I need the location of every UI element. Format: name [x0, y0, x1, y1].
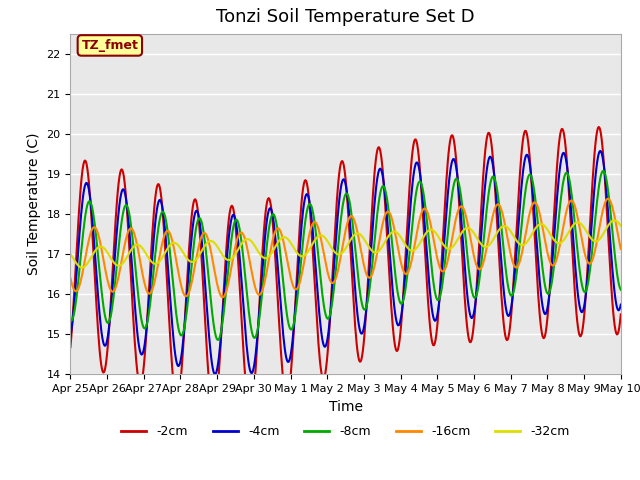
-32cm — [611, 217, 618, 223]
-32cm — [617, 223, 625, 228]
-16cm — [429, 235, 437, 240]
-8cm — [189, 250, 196, 255]
-4cm — [133, 327, 141, 333]
-2cm — [67, 344, 74, 350]
-32cm — [190, 259, 198, 264]
-16cm — [218, 294, 226, 300]
-4cm — [617, 302, 625, 308]
-8cm — [219, 318, 227, 324]
Y-axis label: Soil Temperature (C): Soil Temperature (C) — [27, 133, 41, 275]
-4cm — [67, 334, 74, 339]
-2cm — [133, 366, 141, 372]
-16cm — [219, 294, 227, 300]
-2cm — [413, 141, 421, 147]
-8cm — [133, 281, 141, 287]
-2cm — [429, 342, 437, 348]
-32cm — [219, 252, 227, 258]
Line: -4cm: -4cm — [70, 151, 621, 374]
-32cm — [77, 264, 84, 270]
-8cm — [67, 317, 74, 323]
-2cm — [77, 189, 84, 195]
-2cm — [617, 312, 625, 317]
-4cm — [219, 311, 227, 317]
-16cm — [617, 246, 625, 252]
-8cm — [214, 337, 222, 343]
-16cm — [77, 279, 84, 285]
-8cm — [617, 287, 625, 293]
-2cm — [210, 410, 218, 416]
-16cm — [189, 274, 196, 280]
-16cm — [413, 228, 421, 234]
-32cm — [413, 244, 421, 250]
-2cm — [219, 306, 227, 312]
Line: -8cm: -8cm — [70, 171, 621, 340]
-4cm — [596, 148, 604, 154]
-16cm — [604, 196, 612, 202]
-8cm — [77, 257, 84, 263]
-4cm — [211, 372, 219, 377]
Line: -2cm: -2cm — [70, 127, 621, 413]
Legend: -2cm, -4cm, -8cm, -16cm, -32cm: -2cm, -4cm, -8cm, -16cm, -32cm — [116, 420, 575, 443]
-32cm — [134, 242, 141, 248]
X-axis label: Time: Time — [328, 400, 363, 414]
-32cm — [429, 228, 437, 233]
-4cm — [189, 223, 196, 228]
-8cm — [429, 278, 437, 284]
-4cm — [429, 314, 437, 320]
Title: Tonzi Soil Temperature Set D: Tonzi Soil Temperature Set D — [216, 9, 475, 26]
-16cm — [133, 241, 141, 247]
-32cm — [67, 251, 74, 257]
-16cm — [67, 276, 74, 281]
-8cm — [599, 168, 607, 174]
-2cm — [595, 124, 602, 130]
Text: TZ_fmet: TZ_fmet — [81, 39, 138, 52]
-8cm — [413, 184, 421, 190]
Line: -32cm: -32cm — [70, 220, 621, 267]
Line: -16cm: -16cm — [70, 199, 621, 297]
-2cm — [189, 204, 196, 209]
-4cm — [413, 160, 421, 166]
-32cm — [78, 264, 86, 270]
-4cm — [77, 220, 84, 226]
